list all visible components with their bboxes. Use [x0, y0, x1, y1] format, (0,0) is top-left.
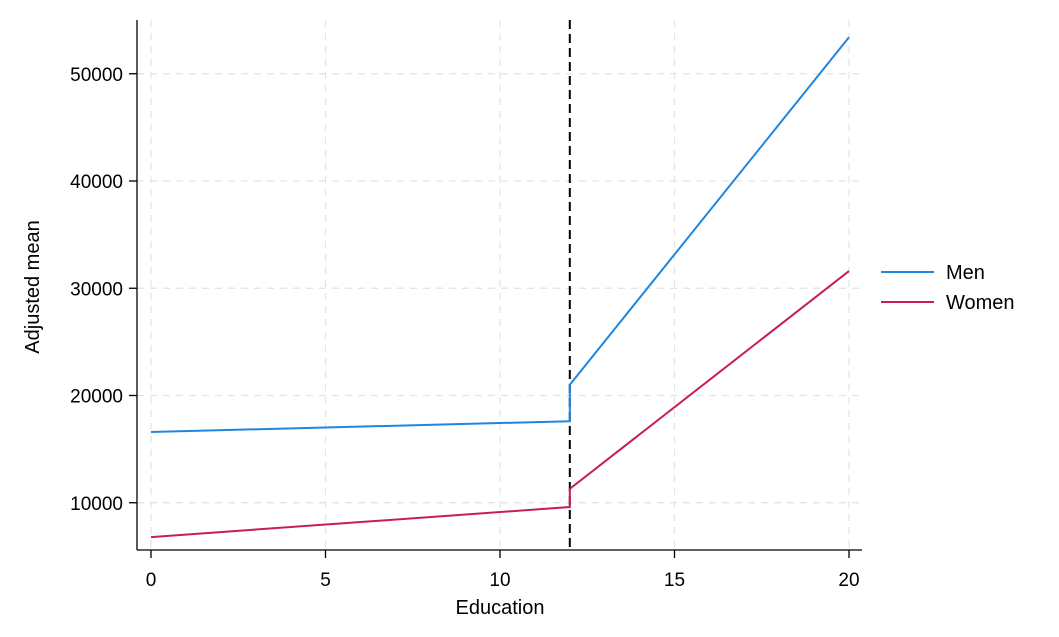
x-tick-label: 10 — [489, 570, 510, 591]
x-tick-label: 15 — [664, 570, 685, 591]
y-tick-label: 50000 — [70, 65, 123, 86]
series-line-men — [150, 36, 850, 433]
y-ticks: 10000 20000 30000 40000 50000 — [70, 65, 137, 515]
y-tick-label: 20000 — [70, 387, 123, 408]
y-tick-label: 40000 — [70, 172, 123, 193]
legend-label: Men — [946, 262, 985, 284]
grid — [137, 20, 862, 550]
x-tick-label: 0 — [146, 570, 157, 591]
legend-label: Women — [946, 292, 1015, 314]
x-axis-title: Education — [456, 597, 545, 619]
y-tick-label: 10000 — [70, 494, 123, 515]
legend: Men Women — [881, 262, 1015, 314]
x-ticks: 0 5 10 15 20 — [146, 550, 860, 591]
series-line-women — [150, 270, 850, 539]
x-tick-label: 5 — [320, 570, 331, 591]
series-group — [150, 36, 850, 539]
y-tick-label: 30000 — [70, 279, 123, 300]
x-tick-label: 20 — [838, 570, 859, 591]
y-axis-title: Adjusted mean — [22, 220, 44, 353]
